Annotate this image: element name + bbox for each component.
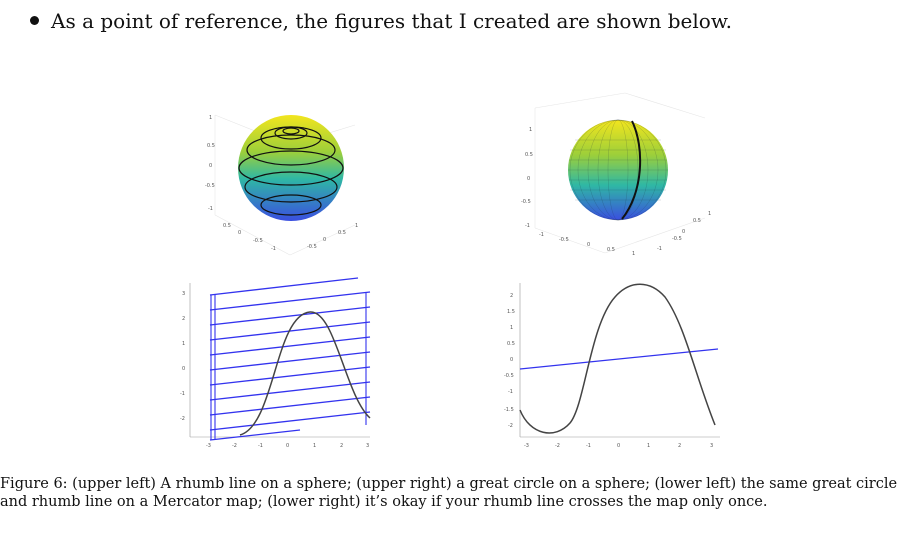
tick-label: -1 <box>525 223 530 229</box>
x-tick-labels: 0.5 0 -0.5 -1 <box>223 223 276 252</box>
y-tick-labels: 3 2 1 0 -1 -2 <box>180 291 185 422</box>
tick-label: 1 <box>632 251 635 257</box>
tick-label: 0 <box>238 230 241 236</box>
z-tick-labels: 1 0.5 0 -0.5 -1 <box>205 115 215 212</box>
caption-text: (upper left) A rhumb line on a sphere; (… <box>0 476 898 510</box>
tick-label: -1 <box>180 391 185 397</box>
great-circle <box>621 120 642 220</box>
tick-label: -2 <box>508 423 513 429</box>
tick-label: 1 <box>529 127 532 133</box>
rhumb-line <box>519 348 719 370</box>
tick-label: -0.5 <box>307 244 317 250</box>
tick-label: -1 <box>258 443 263 449</box>
tick-label: 0.5 <box>525 152 533 158</box>
tick-label: 0 <box>209 163 212 169</box>
rhumb-lines <box>209 277 371 441</box>
rhumb-line-verticals <box>210 292 367 440</box>
bullet-text: As a point of reference, the figures tha… <box>51 9 732 33</box>
figure-upper-right: 1 0.5 0 -0.5 -1 -1 -0.5 0 0.5 1 1 0.5 0 … <box>521 92 711 257</box>
tick-label: 0.5 <box>338 230 346 236</box>
tick-label: 2 <box>182 316 185 322</box>
bullet-item: As a point of reference, the figures tha… <box>30 9 732 33</box>
tick-label: -2 <box>232 443 237 449</box>
x-tick-labels: -3 -2 -1 0 1 2 3 <box>524 443 713 449</box>
tick-label: 0.5 <box>207 143 215 149</box>
y-tick-labels: -0.5 0 0.5 1 <box>307 223 358 250</box>
tick-label: 1 <box>510 325 513 331</box>
tick-label: -1 <box>657 246 662 252</box>
tick-label: -1 <box>508 389 513 395</box>
tick-label: 0 <box>617 443 620 449</box>
tick-label: 2 <box>678 443 681 449</box>
tick-label: -3 <box>206 443 211 449</box>
z-tick-labels: 1 0.5 0 -0.5 -1 <box>521 127 533 229</box>
sphere <box>568 120 668 220</box>
tick-label: 0 <box>682 229 685 235</box>
tick-label: 0 <box>587 242 590 248</box>
tick-label: -0.5 <box>559 237 569 243</box>
tick-label: -0.5 <box>672 236 682 242</box>
tick-label: 2 <box>510 293 513 299</box>
tick-label: 3 <box>182 291 185 297</box>
tick-label: 0 <box>286 443 289 449</box>
figure-lower-right: 2 1.5 1 0.5 0 -0.5 -1 -1.5 -2 -3 -2 -1 0… <box>504 283 720 449</box>
tick-label: -1.5 <box>504 407 514 413</box>
sphere-mesh <box>568 119 668 221</box>
tick-label: -0.5 <box>521 199 531 205</box>
tick-label: 0 <box>527 176 530 182</box>
caption-label: Figure 6: <box>0 476 68 492</box>
rhumb-line-spiral <box>238 126 344 216</box>
figure-upper-left: 1 0.5 0 -0.5 -1 0.5 0 -0.5 -1 -0.5 0 0.5… <box>205 114 358 256</box>
tick-label: 3 <box>366 443 369 449</box>
tick-label: -1 <box>271 246 276 252</box>
bullet-icon <box>30 16 39 25</box>
tick-label: 0 <box>182 366 185 372</box>
tick-label: 1 <box>209 115 212 121</box>
tick-label: 1 <box>708 211 711 217</box>
figure-caption: Figure 6: (upper left) A rhumb line on a… <box>0 475 905 511</box>
tick-label: -2 <box>180 416 185 422</box>
tick-label: -1 <box>208 206 213 212</box>
tick-label: 0.5 <box>693 218 701 224</box>
great-circle <box>239 311 371 436</box>
tick-label: 1 <box>355 223 358 229</box>
great-circle <box>519 283 716 434</box>
tick-label: -0.5 <box>253 238 263 244</box>
tick-label: 0.5 <box>223 223 231 229</box>
tick-label: -1 <box>586 443 591 449</box>
x-tick-labels: -3 -2 -1 0 1 2 3 <box>206 443 369 449</box>
tick-label: 1 <box>647 443 650 449</box>
tick-label: 3 <box>710 443 713 449</box>
tick-label: 0 <box>323 237 326 243</box>
tick-label: 0 <box>510 357 513 363</box>
tick-label: 1.5 <box>507 309 515 315</box>
tick-label: -2 <box>555 443 560 449</box>
y-tick-labels: 2 1.5 1 0.5 0 -0.5 -1 -1.5 -2 <box>504 293 515 429</box>
x-tick-labels: -1 -0.5 0 0.5 1 <box>539 232 635 257</box>
figure-lower-left: 3 2 1 0 -1 -2 -3 -2 -1 0 1 2 3 <box>180 277 371 449</box>
tick-label: 1 <box>313 443 316 449</box>
tick-label: -0.5 <box>205 183 215 189</box>
tick-label: -1 <box>539 232 544 238</box>
tick-label: -0.5 <box>504 373 514 379</box>
tick-label: -3 <box>524 443 529 449</box>
y-tick-labels: 1 0.5 0 -0.5 -1 <box>657 211 711 252</box>
tick-label: 1 <box>182 341 185 347</box>
tick-label: 0.5 <box>507 341 515 347</box>
tick-label: 0.5 <box>607 247 615 253</box>
sphere <box>238 115 344 221</box>
tick-label: 2 <box>340 443 343 449</box>
